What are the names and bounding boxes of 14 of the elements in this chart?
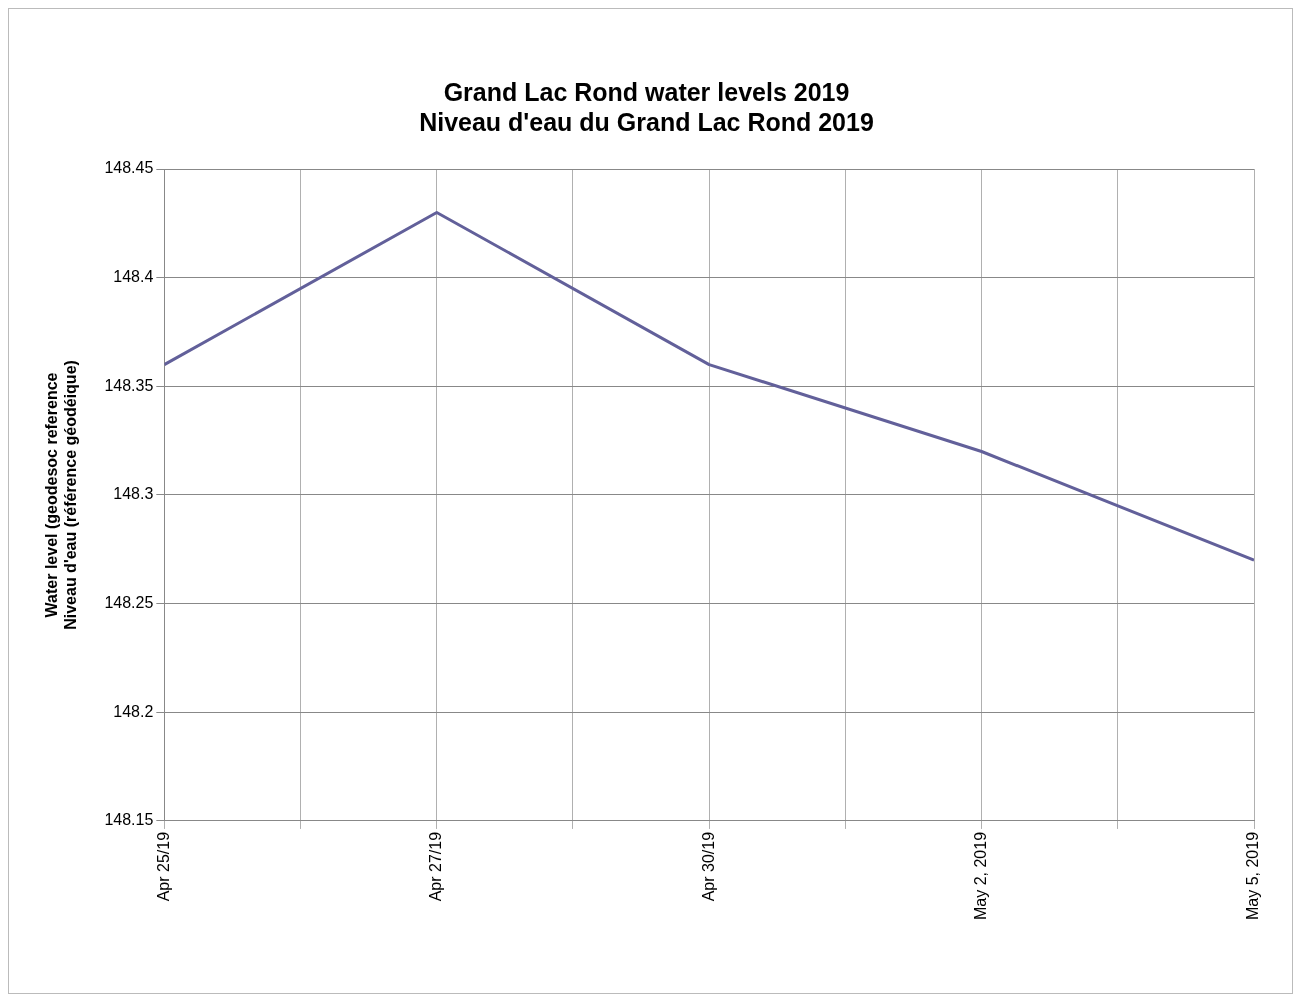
y-tick-label: 148.35	[104, 376, 154, 394]
y-tick-label: 148.45	[104, 159, 154, 177]
y-axis-title: Water level (geodesoc reference Niveau d'eau (référence géodéique)	[43, 360, 80, 630]
y-tick-label: 148.2	[113, 702, 154, 720]
y-tick-label: 148.4	[113, 268, 154, 286]
x-tick-label: Apr 27/19	[427, 831, 445, 902]
y-tick-label: 148.25	[104, 594, 154, 612]
y-tick-label: 148.15	[104, 811, 154, 829]
chart-title: Grand Lac Rond water levels 2019 Niveau d'eau du Grand Lac Rond 2019	[419, 77, 874, 136]
x-tick-label: Apr 25/19	[154, 831, 172, 902]
x-tick-label: May 2, 2019	[971, 831, 989, 921]
x-tick-label: May 5, 2019	[1244, 831, 1262, 921]
y-tick-label: 148.3	[113, 485, 154, 503]
x-tick-label: Apr 30/19	[699, 831, 717, 902]
